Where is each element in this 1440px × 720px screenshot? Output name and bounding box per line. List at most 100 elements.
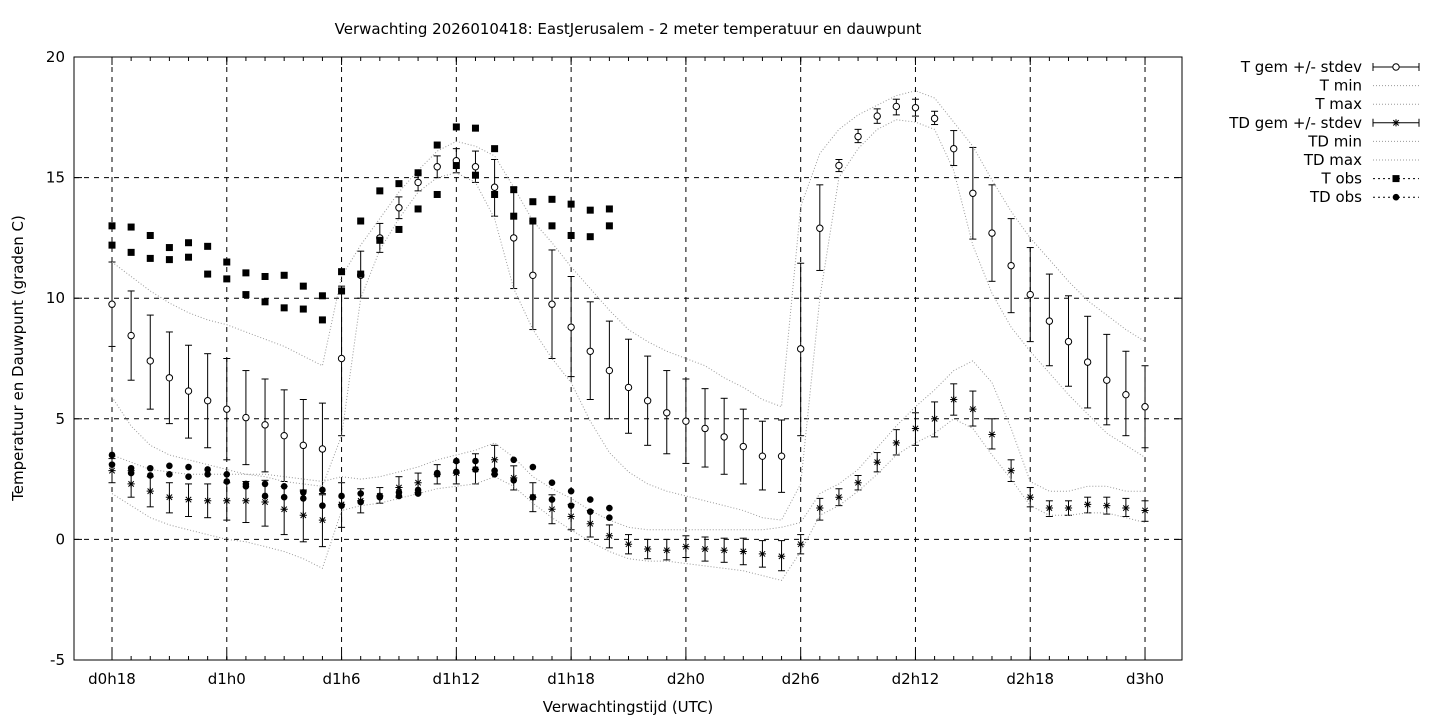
data-point — [969, 405, 977, 413]
x-tick-label: d1h12 — [433, 670, 481, 688]
data-point — [1064, 504, 1073, 512]
data-point — [701, 424, 709, 433]
series-t-max — [111, 90, 1146, 408]
data-point — [988, 430, 996, 439]
data-point — [1122, 504, 1130, 512]
data-point — [357, 217, 365, 225]
legend-marker — [1392, 193, 1400, 201]
data-point — [414, 490, 422, 497]
data-point — [1007, 261, 1015, 270]
y-tick-label: 20 — [46, 48, 65, 66]
data-point — [930, 415, 939, 423]
data-point — [395, 483, 403, 492]
data-point — [1141, 403, 1149, 411]
series-layer — [108, 90, 1149, 581]
data-point — [357, 270, 365, 278]
data-point — [1026, 493, 1034, 501]
data-point — [510, 456, 518, 464]
data-point — [606, 504, 613, 512]
data-point — [567, 502, 575, 509]
data-point — [242, 413, 250, 422]
data-point — [338, 492, 345, 500]
data-point — [318, 516, 327, 524]
data-point — [185, 463, 192, 471]
data-point — [663, 409, 671, 417]
data-point — [318, 445, 327, 453]
data-point — [490, 183, 499, 191]
series-td-max — [111, 360, 1145, 531]
data-point — [453, 457, 460, 465]
data-point — [1064, 337, 1073, 346]
grid-lines — [74, 57, 1182, 660]
y-axis-label: Temperatuur en Dauwpunt (graden C) — [9, 215, 27, 502]
data-point — [605, 532, 613, 540]
series-td-min — [111, 418, 1146, 581]
data-point — [586, 496, 594, 503]
series-line — [111, 360, 1145, 531]
data-point — [510, 212, 518, 220]
data-point — [414, 479, 422, 487]
data-point — [1122, 390, 1130, 399]
data-point — [739, 442, 747, 451]
data-point — [108, 300, 116, 308]
data-point — [433, 470, 441, 478]
data-point — [758, 452, 767, 460]
data-point — [146, 231, 154, 239]
data-point — [242, 269, 250, 277]
data-point — [108, 451, 116, 459]
data-point — [242, 291, 250, 299]
data-point — [892, 102, 901, 111]
data-point — [720, 546, 728, 554]
axes: -5 0 5 10 15 20 d0h18 d1h0 d1h6 d1h12 d1h18 d2h0 d2h… — [46, 48, 1183, 688]
data-point — [491, 470, 498, 478]
data-point — [395, 180, 403, 188]
data-point — [300, 495, 307, 502]
data-point — [529, 271, 537, 279]
data-point — [223, 405, 231, 413]
legend-label: T max — [1314, 95, 1362, 113]
data-point — [299, 305, 307, 313]
data-point — [491, 456, 499, 464]
data-point — [338, 502, 345, 509]
series-t-obs — [108, 123, 613, 324]
legend-label: TD gem +/- stdev — [1228, 114, 1362, 132]
data-point — [395, 492, 403, 500]
data-point — [777, 552, 786, 560]
x-tick-label: d2h0 — [667, 670, 705, 688]
data-point — [605, 205, 613, 213]
data-point — [166, 462, 173, 470]
data-point — [185, 473, 192, 480]
data-point — [491, 190, 499, 198]
data-point — [510, 186, 518, 194]
data-point — [223, 470, 231, 478]
data-point — [319, 486, 326, 494]
data-point — [472, 457, 479, 465]
x-tick-label: d2h6 — [782, 670, 820, 688]
data-point — [873, 112, 881, 120]
y-tick-label: 5 — [55, 410, 65, 428]
series-line — [111, 418, 1146, 581]
data-point — [223, 258, 231, 266]
data-point — [510, 234, 518, 242]
data-point — [1026, 290, 1034, 299]
y-tick-label: 15 — [46, 169, 65, 187]
data-point — [414, 205, 422, 213]
chart-title: Verwachting 2026010418: EastJerusalem - … — [335, 20, 922, 38]
data-point — [433, 141, 441, 149]
data-point — [280, 431, 288, 440]
data-point — [835, 161, 843, 170]
data-point — [472, 466, 479, 473]
legend-item: TD obs — [1309, 188, 1419, 206]
data-point — [854, 479, 862, 487]
data-point — [816, 224, 824, 232]
data-point — [548, 222, 556, 230]
data-point — [911, 424, 920, 433]
legend-label: TD max — [1303, 151, 1362, 169]
x-tick-label: d0h18 — [88, 670, 136, 688]
data-point — [280, 271, 288, 279]
legend-label: T obs — [1321, 170, 1363, 188]
y-tick-label: -5 — [50, 651, 65, 669]
data-point — [548, 505, 556, 513]
data-point — [1141, 506, 1149, 515]
